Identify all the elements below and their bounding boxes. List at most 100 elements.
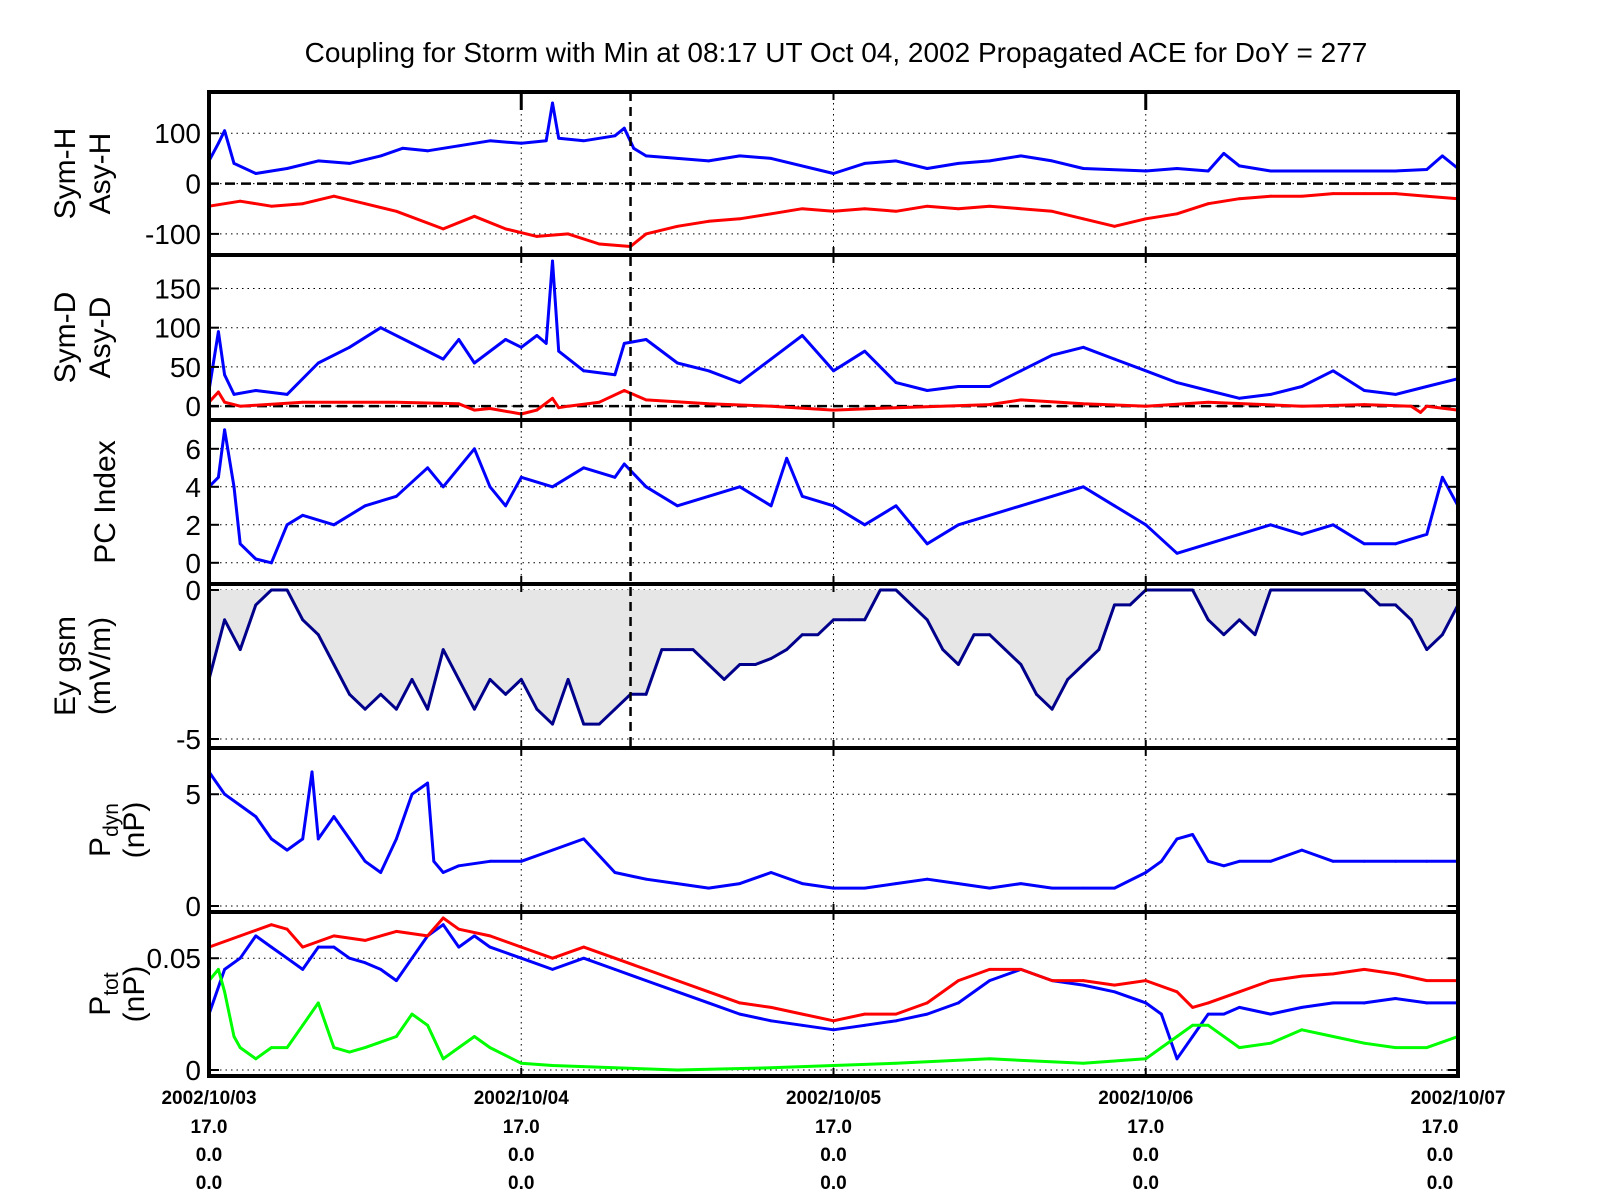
data-point: [332, 663, 336, 666]
data-point: [613, 871, 617, 874]
data-point: [1175, 990, 1179, 994]
data-point: [644, 398, 648, 402]
data-point: [785, 456, 789, 460]
data-point: [394, 837, 398, 841]
data-point: [1066, 678, 1070, 681]
data-point: [925, 618, 929, 622]
data-point: [1440, 633, 1444, 637]
data-point: [1050, 707, 1054, 711]
data-point: [519, 345, 523, 349]
data-point: [432, 859, 436, 863]
data-point: [1331, 523, 1335, 527]
data-point: [894, 882, 898, 886]
data-point: [488, 139, 492, 143]
data-point: [473, 408, 476, 412]
x-tick-date: 2002/10/03: [161, 1088, 256, 1109]
data-point: [1331, 192, 1335, 196]
data-point: [988, 979, 992, 982]
data-point: [644, 232, 648, 236]
data-point: [223, 129, 227, 133]
data-point: [1269, 588, 1273, 592]
data-point: [894, 1061, 898, 1065]
data-point: [285, 167, 289, 170]
data-point: [769, 504, 773, 508]
data-point: [551, 396, 554, 400]
data-point: [582, 139, 586, 143]
storm-minimum-marker: [519, 92, 1148, 748]
data-point: [832, 504, 835, 508]
data-point: [1394, 542, 1397, 546]
data-point: [925, 542, 929, 546]
data-point: [1238, 532, 1241, 536]
data-point: [1081, 979, 1085, 982]
series-line: [207, 967, 1459, 1072]
x-tick-line: 0.0: [508, 1173, 534, 1194]
data-point: [301, 1023, 305, 1027]
data-point: [613, 1066, 617, 1070]
data-point: [832, 209, 835, 213]
data-point: [301, 945, 305, 949]
data-point: [707, 1001, 710, 1005]
y-axis-label: Asy-D: [84, 297, 117, 379]
data-point: [1331, 169, 1335, 173]
data-point: [519, 475, 523, 479]
data-point: [519, 678, 523, 681]
y-axis-units: (nP): [118, 966, 151, 1023]
data-point: [894, 209, 898, 213]
data-point: [301, 968, 305, 971]
data-point: [216, 141, 220, 145]
data-point: [1019, 154, 1023, 158]
data-point: [1425, 648, 1429, 652]
data-point: [622, 341, 626, 345]
x-tick-line: 0.0: [1427, 1145, 1453, 1166]
panel-6: 0.05 0 Ptot(nP): [84, 910, 1460, 1086]
data-point: [557, 349, 561, 353]
y-axis-label: Ey gsm: [49, 616, 82, 716]
data-point: [488, 1046, 492, 1050]
data-point: [473, 447, 476, 451]
data-point: [1191, 588, 1194, 592]
data-point: [441, 1057, 445, 1061]
data-point: [1081, 983, 1085, 987]
series-1: [207, 259, 1460, 400]
data-point: [1394, 603, 1397, 607]
data-point: [363, 707, 367, 711]
data-point: [473, 1035, 476, 1038]
data-point: [1238, 859, 1241, 863]
panel-2: 150 100 50 0 Sym-D Asy-D: [49, 253, 1460, 422]
data-point: [426, 466, 429, 470]
y-tick-label: 0: [185, 391, 201, 422]
data-point: [223, 618, 227, 622]
data-point: [332, 523, 336, 527]
data-point: [1269, 979, 1273, 982]
data-point: [582, 956, 586, 960]
data-point: [223, 400, 227, 404]
data-point: [254, 389, 258, 392]
data-point: [1206, 389, 1210, 392]
data-point: [285, 392, 289, 396]
data-point: [644, 692, 648, 696]
data-point: [238, 199, 242, 203]
data-point: [863, 207, 867, 211]
data-point: [1206, 542, 1210, 546]
data-point: [941, 648, 945, 652]
data-point: [832, 886, 835, 890]
data-point: [878, 588, 882, 592]
x-tick-line: 0.0: [196, 1173, 222, 1194]
data-point: [301, 513, 305, 517]
data-point: [644, 485, 648, 489]
data-point: [473, 214, 476, 218]
series-1: [207, 428, 1460, 565]
data-point: [348, 345, 351, 349]
data-point: [270, 561, 273, 565]
y-axis-label: Sym-H: [49, 128, 82, 220]
data-point: [613, 968, 617, 971]
figure-title: Coupling for Storm with Min at 08:17 UT …: [305, 37, 1368, 68]
data-point: [1316, 588, 1319, 592]
data-point: [1378, 603, 1382, 607]
data-point: [1035, 692, 1038, 696]
data-point: [957, 207, 960, 211]
data-point: [1425, 385, 1429, 388]
